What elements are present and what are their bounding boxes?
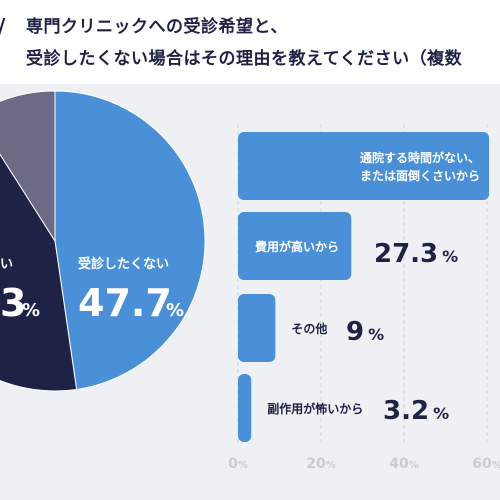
- pie-slice: [0, 153, 78, 392]
- x-tick-label: 60%: [472, 456, 500, 472]
- x-tick-label: 40%: [389, 456, 419, 472]
- bar: [238, 294, 276, 362]
- bar-category-label: その他: [291, 321, 327, 336]
- bar-category-label: 費用が高いから: [255, 239, 339, 254]
- bar-category-label: 通院する時間がない、: [360, 150, 480, 165]
- pie-label-secondary: い: [0, 257, 13, 272]
- chart-area: 受診したくない 47.7% い 3% 0% 20% 40% 60% 通院する時間がない、または面…: [0, 90, 500, 472]
- pie-group: 受診したくない 47.7% い 3%: [0, 90, 206, 392]
- x-tick-label: 0%: [228, 456, 248, 472]
- title-line-1: 専門クリニックへの受診希望と、: [26, 17, 288, 37]
- header: / 専門クリニックへの受診希望と、 受診したくない場合はその理由を教えてください…: [0, 0, 500, 84]
- pie-unit-main: %: [166, 300, 184, 321]
- pie-slice: [0, 90, 56, 243]
- bar-category-label: 副作用が怖いから: [267, 401, 363, 416]
- pie-label-main: 受診したくない: [78, 256, 169, 272]
- bar-value-label: 9%: [346, 317, 384, 347]
- bar: [238, 374, 252, 442]
- title-line-2: 受診したくない場合はその理由を教えてください（複数: [26, 49, 463, 69]
- bar: [238, 212, 352, 280]
- bar-category-label: または面倒くさいから: [360, 168, 480, 183]
- pie-value-main: 47.7: [78, 281, 172, 325]
- bar-value-label: 3.2%: [383, 396, 449, 426]
- pie-value-secondary: 3: [0, 281, 26, 325]
- pie-slice: [54, 90, 206, 391]
- pie-unit-secondary: %: [22, 300, 40, 321]
- x-tick-label: 20%: [306, 456, 336, 472]
- title-mark: /: [0, 14, 5, 38]
- bar-value-label: 27.3%: [374, 239, 458, 269]
- bar: [238, 132, 490, 200]
